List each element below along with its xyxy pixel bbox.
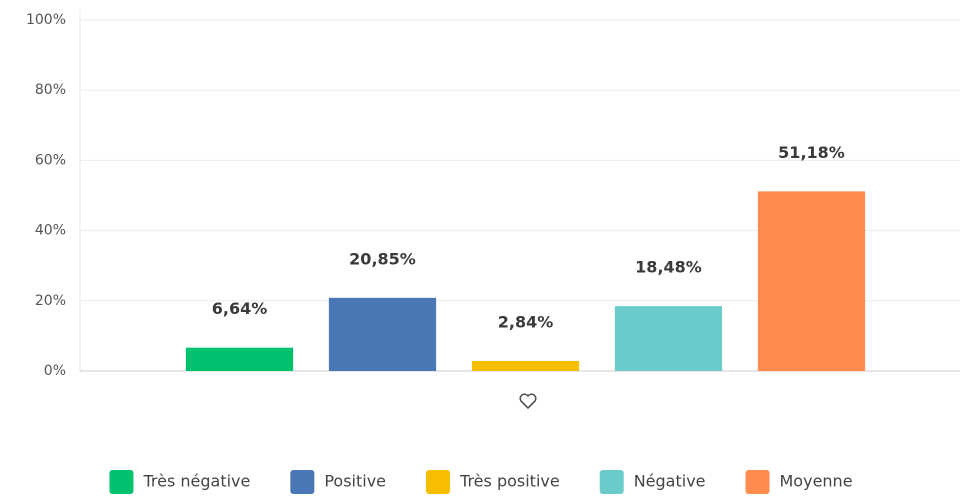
legend-label: Très négative xyxy=(142,472,250,491)
legend-label: Très positive xyxy=(459,472,560,491)
data-label: 51,18% xyxy=(778,143,845,162)
legend-swatch xyxy=(599,470,624,494)
data-label: 6,64% xyxy=(212,299,268,318)
y-tick-label: 20% xyxy=(35,293,66,309)
legend-swatch xyxy=(109,470,134,494)
legend-swatch xyxy=(745,470,770,494)
bar xyxy=(185,347,294,371)
y-tick-label: 80% xyxy=(35,82,66,98)
bar xyxy=(614,306,723,371)
legend-label: Négative xyxy=(634,472,706,491)
bar xyxy=(757,191,866,371)
legend-label: Positive xyxy=(324,472,386,491)
bar xyxy=(471,361,580,371)
y-tick-label: 40% xyxy=(35,223,66,239)
legend-swatch xyxy=(290,470,315,494)
data-label: 18,48% xyxy=(635,258,702,277)
y-tick-label: 0% xyxy=(44,363,66,379)
y-tick-label: 100% xyxy=(26,12,66,28)
like-icon[interactable] xyxy=(519,393,537,409)
legend-swatch xyxy=(426,470,451,494)
bar xyxy=(328,297,437,371)
data-label: 20,85% xyxy=(349,249,416,268)
data-label: 2,84% xyxy=(498,313,554,332)
legend-label: Moyenne xyxy=(780,472,853,491)
y-tick-label: 60% xyxy=(35,152,66,168)
